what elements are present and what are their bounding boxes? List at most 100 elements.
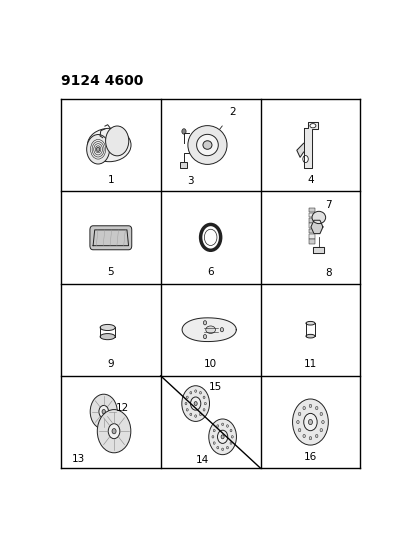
Circle shape xyxy=(90,394,117,429)
Circle shape xyxy=(316,434,318,438)
Text: 3: 3 xyxy=(187,176,194,185)
Circle shape xyxy=(320,429,323,432)
Circle shape xyxy=(217,425,219,427)
Text: 4: 4 xyxy=(307,175,314,185)
FancyBboxPatch shape xyxy=(309,223,315,228)
Ellipse shape xyxy=(106,126,129,156)
Text: 13: 13 xyxy=(72,454,85,464)
Circle shape xyxy=(297,421,299,424)
FancyBboxPatch shape xyxy=(309,213,315,217)
Polygon shape xyxy=(311,220,323,233)
Text: 16: 16 xyxy=(304,452,317,462)
Text: 6: 6 xyxy=(207,267,214,277)
Circle shape xyxy=(303,156,308,163)
Circle shape xyxy=(322,421,324,424)
Circle shape xyxy=(97,147,100,151)
Circle shape xyxy=(230,429,232,432)
Circle shape xyxy=(99,406,109,418)
Circle shape xyxy=(200,392,201,394)
Circle shape xyxy=(190,413,192,416)
Text: 2: 2 xyxy=(229,107,236,117)
Polygon shape xyxy=(93,230,129,246)
Circle shape xyxy=(203,396,205,399)
Circle shape xyxy=(303,434,305,438)
Ellipse shape xyxy=(88,128,131,161)
Ellipse shape xyxy=(306,334,315,338)
Text: 9124 4600: 9124 4600 xyxy=(61,74,143,88)
Circle shape xyxy=(209,419,236,455)
Circle shape xyxy=(222,423,224,425)
Text: 5: 5 xyxy=(108,267,114,277)
Ellipse shape xyxy=(188,126,227,164)
FancyBboxPatch shape xyxy=(180,161,187,167)
Circle shape xyxy=(97,409,131,453)
Circle shape xyxy=(203,321,207,325)
Circle shape xyxy=(222,448,224,450)
Ellipse shape xyxy=(196,134,218,156)
Circle shape xyxy=(182,386,210,422)
FancyBboxPatch shape xyxy=(309,229,315,233)
Circle shape xyxy=(298,429,301,432)
Text: 7: 7 xyxy=(325,200,332,209)
Circle shape xyxy=(195,415,196,417)
Circle shape xyxy=(195,390,196,392)
Text: 10: 10 xyxy=(204,359,217,369)
Circle shape xyxy=(191,397,201,410)
Circle shape xyxy=(87,134,110,164)
Text: 14: 14 xyxy=(196,455,209,465)
Text: 11: 11 xyxy=(304,359,317,369)
Ellipse shape xyxy=(310,124,316,128)
Circle shape xyxy=(190,392,192,394)
Ellipse shape xyxy=(203,141,212,149)
Circle shape xyxy=(220,328,224,332)
Polygon shape xyxy=(182,318,236,342)
Circle shape xyxy=(213,429,215,432)
FancyBboxPatch shape xyxy=(309,239,315,244)
Circle shape xyxy=(230,442,232,445)
Circle shape xyxy=(217,430,228,443)
Ellipse shape xyxy=(100,334,115,340)
Text: 8: 8 xyxy=(325,268,332,278)
FancyBboxPatch shape xyxy=(309,208,315,212)
Circle shape xyxy=(108,424,120,439)
Circle shape xyxy=(203,409,205,411)
Circle shape xyxy=(194,401,197,406)
Circle shape xyxy=(186,409,188,411)
Text: 9: 9 xyxy=(108,359,114,369)
Circle shape xyxy=(182,129,186,134)
Circle shape xyxy=(293,399,328,445)
Ellipse shape xyxy=(312,211,326,224)
Circle shape xyxy=(231,435,233,438)
Text: 15: 15 xyxy=(209,383,222,392)
Circle shape xyxy=(102,409,106,414)
Circle shape xyxy=(200,413,201,416)
Circle shape xyxy=(316,407,318,410)
Circle shape xyxy=(112,429,116,434)
Polygon shape xyxy=(304,122,318,168)
Circle shape xyxy=(226,425,229,427)
FancyBboxPatch shape xyxy=(309,218,315,223)
Ellipse shape xyxy=(306,321,315,325)
Ellipse shape xyxy=(100,325,115,330)
Circle shape xyxy=(309,437,312,440)
Text: 12: 12 xyxy=(116,403,129,413)
Circle shape xyxy=(217,446,219,449)
Circle shape xyxy=(185,402,187,405)
Circle shape xyxy=(304,414,317,431)
Circle shape xyxy=(186,396,188,399)
Circle shape xyxy=(320,413,323,416)
Circle shape xyxy=(204,402,206,405)
FancyBboxPatch shape xyxy=(90,226,132,250)
Circle shape xyxy=(213,442,215,445)
Circle shape xyxy=(203,335,207,338)
Polygon shape xyxy=(297,143,304,157)
Circle shape xyxy=(303,407,305,410)
FancyBboxPatch shape xyxy=(309,234,315,239)
Polygon shape xyxy=(314,247,324,253)
Text: 1: 1 xyxy=(108,175,114,185)
Circle shape xyxy=(309,405,312,408)
Circle shape xyxy=(298,413,301,416)
Circle shape xyxy=(212,435,214,438)
Circle shape xyxy=(221,435,224,439)
Circle shape xyxy=(226,446,229,449)
